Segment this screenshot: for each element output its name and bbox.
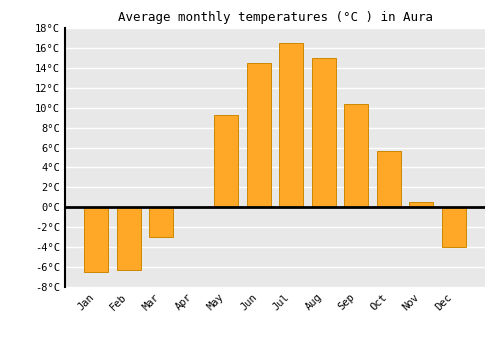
Bar [246, 63, 271, 207]
Title: Average monthly temperatures (°C ) in Aura: Average monthly temperatures (°C ) in Au… [118, 11, 432, 24]
Bar [279, 43, 303, 207]
Bar [344, 104, 368, 207]
Bar [116, 207, 141, 270]
Bar [442, 207, 466, 247]
Bar [149, 207, 174, 237]
Bar [84, 207, 108, 272]
Bar [214, 115, 238, 207]
Bar [312, 58, 336, 207]
Bar [409, 202, 434, 207]
Bar [376, 150, 401, 207]
